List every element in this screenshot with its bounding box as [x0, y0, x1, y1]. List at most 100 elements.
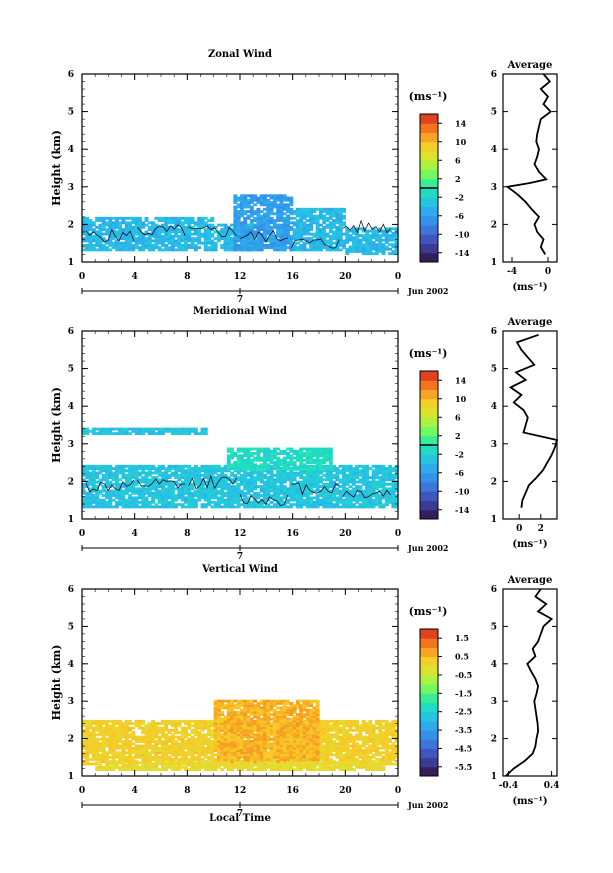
- heatmap-cell: [266, 216, 271, 220]
- heatmap-cell: [177, 737, 182, 741]
- heatmap-cell: [203, 469, 208, 473]
- heatmap-cell: [246, 496, 251, 500]
- heatmap-cell: [236, 482, 241, 486]
- heatmap-cell: [256, 465, 261, 469]
- heatmap-cell: [210, 241, 215, 245]
- heatmap-cell: [233, 243, 238, 247]
- heatmap-cell: [88, 429, 93, 433]
- heatmap-cell: [266, 243, 271, 247]
- heatmap-cell: [167, 746, 172, 750]
- heatmap-cell: [266, 463, 271, 467]
- heatmap-cell: [220, 237, 225, 241]
- heatmap-cell: [276, 241, 281, 245]
- heatmap-cell: [351, 478, 356, 482]
- heatmap-cell: [240, 212, 244, 216]
- heatmap-cell: [131, 737, 136, 741]
- heatmap-cell: [381, 476, 386, 479]
- heatmap-cell: [361, 249, 366, 253]
- heatmap-cell: [137, 491, 142, 495]
- heatmap-cell: [200, 746, 205, 750]
- heatmap-cell: [253, 198, 258, 202]
- heatmap-cell: [170, 485, 175, 489]
- heatmap-cell: [315, 496, 320, 500]
- heatmap-cell: [240, 746, 244, 750]
- heatmap-cell: [269, 225, 274, 229]
- heatmap-cell: [207, 724, 211, 728]
- heatmap-cell: [259, 485, 264, 489]
- heatmap-cell: [338, 505, 343, 509]
- heatmap-cell: [351, 243, 356, 247]
- heatmap-cell: [180, 505, 185, 509]
- heatmap-cell: [184, 753, 188, 757]
- avg-y-tick-label: 3: [491, 440, 497, 450]
- heatmap-cell: [82, 237, 86, 241]
- heatmap-cell: [167, 427, 172, 431]
- heatmap-cell: [164, 753, 169, 757]
- heatmap-cell: [269, 239, 274, 243]
- heatmap-cell: [210, 246, 215, 250]
- heatmap-cell: [85, 219, 90, 222]
- heatmap-cell: [85, 731, 90, 734]
- heatmap-cell: [167, 221, 172, 225]
- heatmap-cell: [197, 733, 202, 737]
- heatmap-cell: [368, 500, 373, 504]
- heatmap-cell: [147, 744, 152, 748]
- heatmap-cell: [193, 746, 198, 750]
- heatmap-cell: [161, 223, 165, 227]
- heatmap-cell: [289, 447, 294, 451]
- heatmap-cell: [388, 238, 393, 242]
- heatmap-cell: [177, 489, 182, 493]
- heatmap-cell: [384, 469, 389, 473]
- avg-y-tick-label: 1: [491, 515, 497, 525]
- heatmap-cell: [101, 500, 106, 504]
- heatmap-cell: [236, 214, 241, 218]
- heatmap-cell: [184, 464, 188, 468]
- heatmap-cell: [144, 478, 149, 482]
- heatmap-cell: [167, 248, 172, 252]
- colorbar-label: -6: [455, 468, 464, 478]
- heatmap-cell: [187, 232, 192, 236]
- heatmap-cell: [246, 228, 251, 232]
- heatmap-cell: [88, 740, 93, 743]
- heatmap-cell: [174, 742, 179, 746]
- heatmap-cell: [249, 463, 254, 467]
- heatmap-cell: [118, 469, 123, 473]
- heatmap-cell: [180, 432, 185, 435]
- heatmap-cell: [141, 427, 146, 431]
- heatmap-cell: [207, 498, 211, 502]
- heatmap-cell: [381, 482, 386, 486]
- heatmap-cell: [134, 740, 139, 743]
- heatmap-cell: [161, 239, 165, 243]
- heatmap-cell: [263, 225, 267, 229]
- heatmap-cell: [137, 219, 142, 222]
- heatmap-cell: [157, 219, 162, 222]
- heatmap-cell: [101, 498, 106, 502]
- heatmap-cell: [279, 214, 284, 218]
- heatmap-cell: [236, 478, 241, 482]
- heatmap-cell: [223, 237, 228, 241]
- heatmap-cell: [342, 480, 346, 484]
- heatmap-cell: [98, 742, 103, 746]
- heatmap-cell: [141, 485, 146, 489]
- heatmap-cell: [170, 237, 175, 241]
- heatmap-cell: [338, 207, 343, 211]
- heatmap-cell: [328, 482, 333, 486]
- heatmap-cell: [302, 237, 307, 241]
- heatmap-cell: [236, 243, 241, 247]
- heatmap-cell: [240, 207, 244, 211]
- heatmap-cell: [315, 505, 320, 509]
- heatmap-cell: [118, 243, 123, 247]
- heatmap-cell: [230, 503, 235, 507]
- heatmap-cell: [322, 234, 327, 238]
- heatmap-cell: [355, 240, 360, 244]
- heatmap-cell: [151, 225, 156, 229]
- heatmap-cell: [95, 733, 100, 737]
- heatmap-cell: [98, 234, 103, 238]
- heatmap-cell: [272, 463, 277, 467]
- heatmap-cell: [154, 243, 159, 247]
- heatmap-cell: [378, 471, 383, 475]
- heatmap-cell: [236, 449, 241, 453]
- heatmap-cell: [243, 198, 248, 202]
- heatmap-cell: [184, 219, 188, 222]
- heatmap-cell: [259, 458, 264, 462]
